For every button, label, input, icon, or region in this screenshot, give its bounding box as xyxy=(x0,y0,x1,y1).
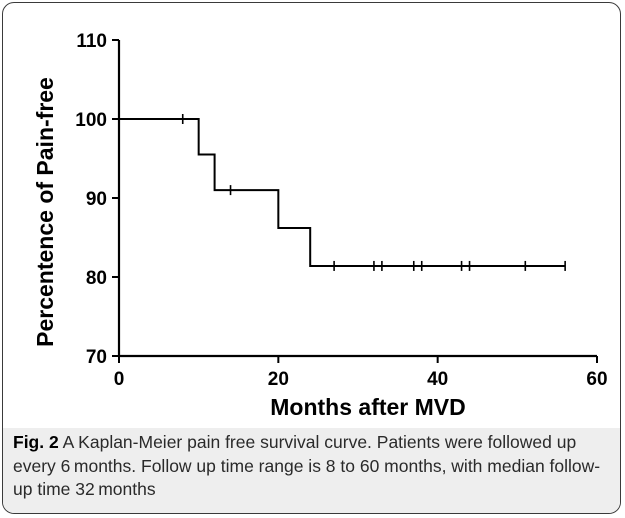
y-tick-label: 100 xyxy=(75,110,107,131)
figure-label: Fig. 2 xyxy=(13,432,59,452)
y-axis-title: Percentence of Pain-free xyxy=(32,77,58,347)
x-axis-ticks: 0 20 40 60 xyxy=(114,356,608,390)
survival-curve xyxy=(119,118,566,267)
x-tick-label: 40 xyxy=(427,369,448,390)
km-chart: 70 80 90 100 110 0 20 40 60 Months after MVD Pe… xyxy=(32,31,608,420)
x-tick-label: 60 xyxy=(586,369,607,390)
y-axis-ticks: 70 80 90 100 110 xyxy=(75,31,119,368)
figure-caption: Fig. 2 A Kaplan-Meier pain free survival… xyxy=(13,431,603,502)
x-tick-label: 0 xyxy=(114,369,125,390)
y-tick-label: 90 xyxy=(86,189,107,210)
x-tick-label: 20 xyxy=(268,369,289,390)
y-tick-label: 80 xyxy=(86,268,107,289)
x-axis-title: Months after MVD xyxy=(270,394,466,420)
censor-marks xyxy=(181,114,566,271)
caption-text: A Kaplan-Meier pain free survival curve.… xyxy=(13,432,601,499)
caption-background xyxy=(3,428,620,513)
y-tick-label: 70 xyxy=(86,347,107,368)
y-tick-label: 110 xyxy=(76,31,107,52)
figure-frame: 70 80 90 100 110 0 20 40 60 Months after MVD Pe… xyxy=(2,2,621,514)
